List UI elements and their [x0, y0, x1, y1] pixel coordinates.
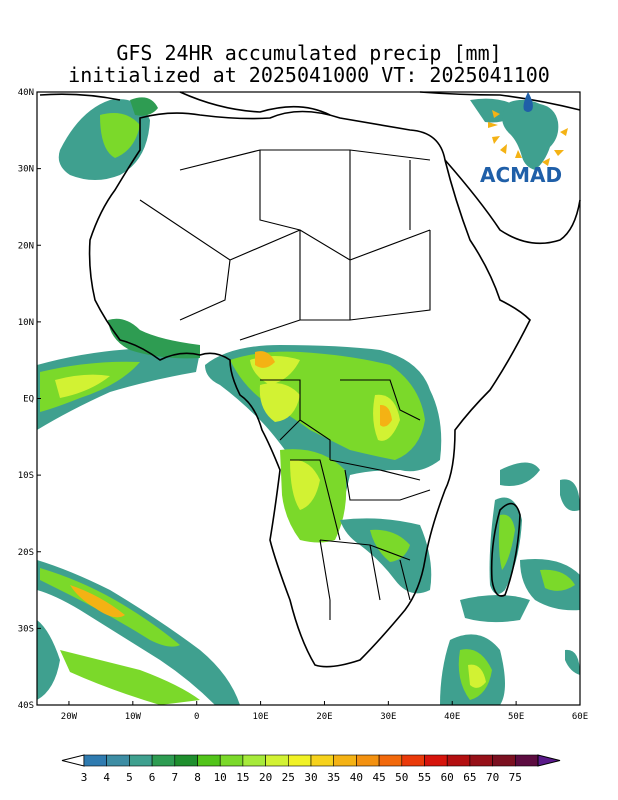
- coastline-layer: [39, 91, 581, 668]
- lat-label: 20S: [18, 548, 34, 558]
- colorbar-swatch: [424, 754, 448, 767]
- colorbar-swatch: [469, 754, 493, 767]
- logo-text: ACMAD: [480, 163, 562, 187]
- colorbar-label: 3: [81, 771, 88, 784]
- colorbar-swatch: [242, 754, 266, 767]
- colorbar-label: 45: [372, 771, 385, 784]
- colorbar-label: 8: [194, 771, 201, 784]
- colorbar-swatch: [174, 754, 198, 767]
- colorbar-swatch: [378, 754, 403, 767]
- sun-rays-icon: [488, 110, 568, 166]
- colorbar-swatch: [310, 754, 335, 767]
- raindrop-icon: [523, 92, 533, 112]
- colorbar-label: 10: [214, 771, 227, 784]
- map-title-line2: initialized at 2025041000 VT: 2025041100: [68, 63, 550, 87]
- precipitation-layer: [37, 97, 580, 705]
- madagascar-coastline: [490, 502, 521, 597]
- colorbar-swatch: [287, 754, 312, 767]
- africa-logo-icon: [502, 99, 559, 170]
- lat-label: 40S: [18, 701, 34, 711]
- colorbar-swatch: [197, 754, 221, 767]
- colorbar-swatch: [492, 754, 516, 767]
- lat-label: EQ: [23, 395, 34, 405]
- colorbar-label: 30: [304, 771, 317, 784]
- africa-coastline: [88, 110, 531, 668]
- colorbar-label: 6: [149, 771, 156, 784]
- lon-label: 20E: [316, 712, 332, 722]
- colorbar-label: 15: [236, 771, 249, 784]
- colorbar-swatch: [129, 754, 153, 767]
- axis-ticks: [37, 91, 581, 706]
- colorbar-label: 50: [395, 771, 408, 784]
- lon-label: 50E: [508, 712, 524, 722]
- lat-label: 30N: [18, 165, 34, 175]
- colorbar-label: 5: [126, 771, 133, 784]
- europe-coastline: [39, 91, 581, 116]
- colorbar-label: 4: [103, 771, 110, 784]
- lon-label: 40E: [444, 712, 460, 722]
- acmad-logo: ACMAD: [480, 92, 568, 187]
- colorbar-label: 25: [282, 771, 295, 784]
- colorbar-label: 70: [486, 771, 499, 784]
- precip-area-guinea: [108, 318, 200, 359]
- lat-label: 10S: [18, 471, 34, 481]
- colorbar-label: 20: [259, 771, 272, 784]
- lat-label: 10N: [18, 318, 34, 328]
- colorbar-low-end: [61, 754, 85, 767]
- colorbar-label: 35: [327, 771, 340, 784]
- map-title-line1: GFS 24HR accumulated precip [mm]: [116, 41, 502, 65]
- colorbar-label: 40: [350, 771, 363, 784]
- colorbar-swatch: [356, 754, 380, 767]
- lon-label: 0: [194, 712, 199, 722]
- latitude-labels: 40N 30N 20N 10N EQ 10S 20S 30S 40S: [18, 88, 34, 711]
- lon-label: 10E: [252, 712, 268, 722]
- colorbar-label: 75: [509, 771, 522, 784]
- colorbar-high-end: [537, 754, 561, 767]
- colorbar-label: 55: [418, 771, 431, 784]
- colorbar-swatch: [219, 754, 244, 767]
- lon-label: 30E: [380, 712, 396, 722]
- colorbar-swatch: [83, 754, 108, 767]
- lat-label: 30S: [18, 624, 34, 634]
- country-borders: [139, 149, 431, 620]
- colorbar-swatch: [446, 754, 471, 767]
- colorbar-swatch: [514, 754, 539, 767]
- colorbar-swatch: [151, 754, 176, 767]
- colorbar-label: 60: [441, 771, 454, 784]
- colorbar-swatch: [265, 754, 289, 767]
- colorbar-swatch: [106, 754, 130, 767]
- lon-label: 10W: [125, 712, 142, 722]
- colorbar: 3 4 5 6 7 8 10 15 20 25 30 35 40 45 50 55 60 65 70 75: [61, 754, 561, 784]
- colorbar-label: 7: [171, 771, 178, 784]
- colorbar-swatch: [401, 754, 425, 767]
- lat-label: 40N: [18, 88, 34, 98]
- lat-label: 20N: [18, 241, 34, 251]
- lon-label: 20W: [61, 712, 78, 722]
- longitude-labels: 20W 10W 0 10E 20E 30E 40E 50E 60E: [61, 712, 588, 722]
- colorbar-swatch: [333, 754, 357, 767]
- lon-label: 60E: [572, 712, 588, 722]
- colorbar-label: 65: [463, 771, 476, 784]
- arabia-coastline: [444, 159, 581, 245]
